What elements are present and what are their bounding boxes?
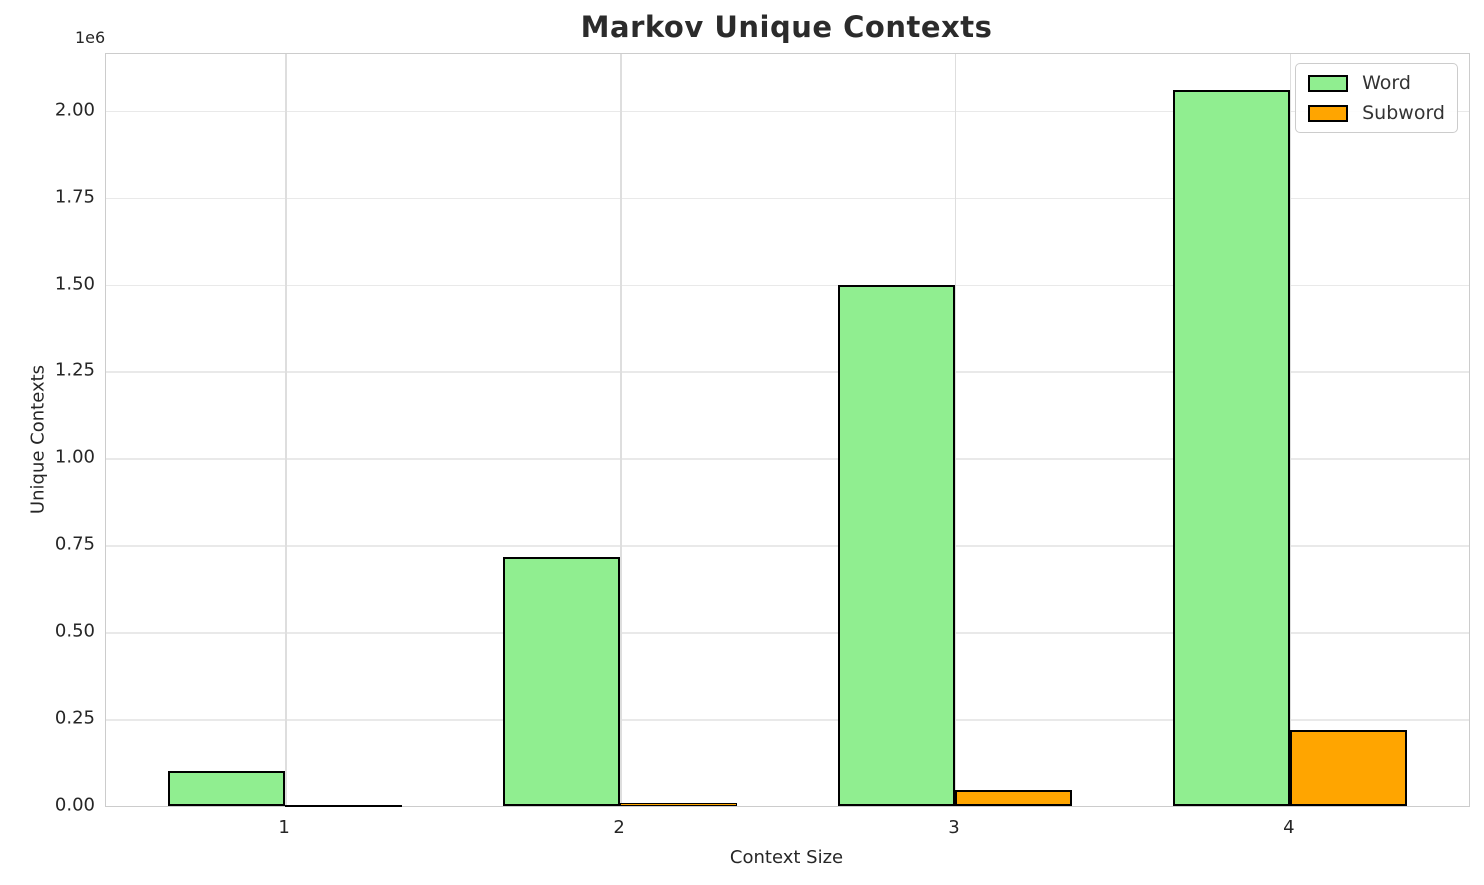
y-axis-label: Unique Contexts <box>27 364 49 515</box>
legend-item: Word <box>1308 72 1445 94</box>
y-axis-offset-text: 1e6 <box>75 28 106 47</box>
y-tick-label: 2.00 <box>54 99 95 121</box>
y-tick-label: 1.25 <box>54 359 95 381</box>
bar-word-2 <box>502 557 621 806</box>
bar-subword-3 <box>954 790 1073 806</box>
y-tick-label: 0.25 <box>54 707 95 729</box>
legend-item: Subword <box>1308 102 1445 124</box>
x-tick-label: 1 <box>278 817 290 838</box>
h-gridline <box>106 371 1469 373</box>
h-gridline <box>106 719 1469 721</box>
bar-subword-1 <box>285 805 403 808</box>
h-gridline <box>106 458 1469 460</box>
plot-area <box>105 53 1470 808</box>
y-tick-label: 0.00 <box>54 794 95 816</box>
legend-label: Subword <box>1362 102 1445 124</box>
h-gridline <box>106 545 1469 547</box>
chart-title: Markov Unique Contexts <box>580 10 993 44</box>
v-gridline <box>620 54 622 806</box>
y-tick-label: 1.50 <box>54 273 95 294</box>
h-gridline <box>106 284 1469 286</box>
h-gridline <box>106 110 1469 113</box>
legend-label: Word <box>1362 72 1411 94</box>
bar-word-3 <box>837 284 955 806</box>
x-tick-label: 4 <box>1283 817 1295 838</box>
h-gridline <box>106 632 1469 634</box>
bar-subword-4 <box>1289 729 1408 806</box>
y-tick-label: 0.50 <box>54 620 95 642</box>
legend-swatch-word <box>1308 74 1349 92</box>
x-tick-label: 3 <box>948 817 960 838</box>
y-tick-label: 0.75 <box>54 533 95 555</box>
bar-word-1 <box>167 771 286 806</box>
x-axis-label: Context Size <box>729 847 844 868</box>
v-gridline <box>1289 54 1292 806</box>
bar-subword-2 <box>620 802 738 806</box>
legend: Word Subword <box>1295 63 1458 133</box>
h-gridline <box>106 197 1469 200</box>
y-tick-label: 1.75 <box>54 186 95 208</box>
x-tick-label: 2 <box>613 817 625 838</box>
legend-swatch-subword <box>1308 104 1349 122</box>
bar-word-4 <box>1172 89 1290 806</box>
v-gridline <box>954 54 957 806</box>
y-tick-label: 1.00 <box>54 446 95 468</box>
v-gridline <box>285 54 287 806</box>
